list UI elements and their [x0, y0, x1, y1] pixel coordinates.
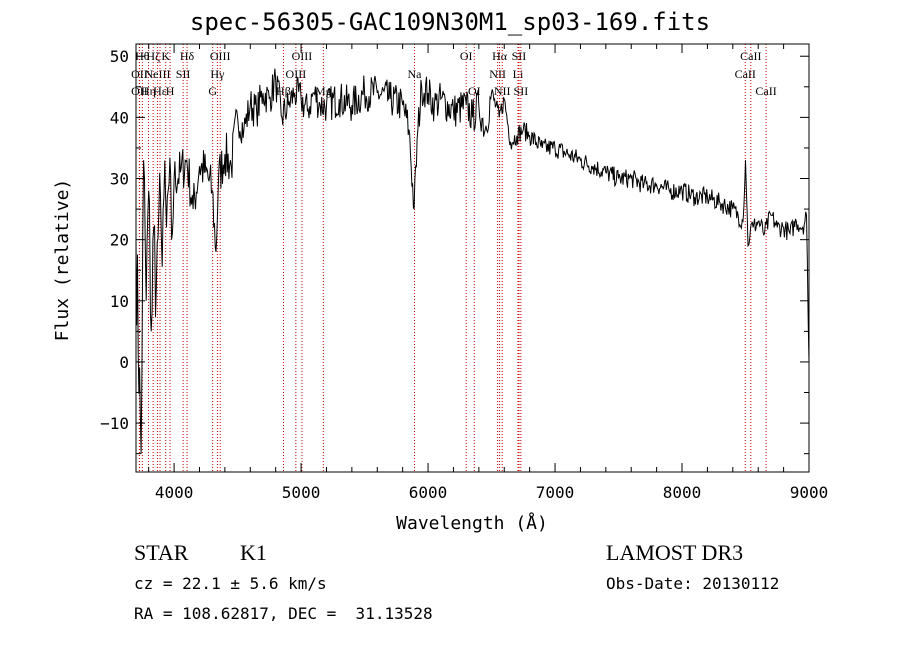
spectrum-series	[135, 68, 810, 454]
coordinates-info: RA = 108.62817, DEC = 31.13528	[134, 604, 433, 623]
line-label: OI	[460, 49, 473, 63]
x-axis-label: Wavelength (Å)	[396, 512, 548, 534]
y-tick-label: 10	[110, 292, 129, 311]
spectrum-line	[135, 68, 810, 454]
line-label: Hγ	[210, 67, 225, 81]
line-label: G	[208, 84, 217, 98]
line-label: SII	[176, 67, 191, 81]
line-label: OII	[131, 84, 148, 98]
x-tick-label: 6000	[409, 483, 448, 502]
line-label: OIII	[210, 49, 231, 63]
line-label: NII	[494, 84, 511, 98]
y-tick-label: 50	[110, 47, 129, 66]
line-label: Hα	[492, 49, 508, 63]
line-label: OIII	[286, 67, 307, 81]
line-label: Hβ	[276, 84, 291, 98]
observation-date: Obs-Date: 20130112	[606, 574, 780, 593]
x-axis: 4000 5000 6000 7000 8000 9000	[148, 44, 829, 502]
line-label: OIII	[292, 49, 313, 63]
y-tick-label: 20	[110, 231, 129, 250]
y-axis-label: Flux (relative)	[52, 179, 73, 342]
line-markers: HθOIIOIIHηHζNeIIIHεKHSIIHδGHγOIIIHβOIIIO…	[131, 44, 777, 472]
line-label: Na	[407, 67, 422, 81]
x-tick-label: 5000	[282, 483, 321, 502]
line-label: SII	[512, 49, 527, 63]
line-label: Hη	[141, 84, 156, 98]
line-label: SII	[514, 84, 529, 98]
object-class: STAR	[134, 540, 189, 565]
line-label: Hε	[153, 84, 167, 98]
x-tick-label: 7000	[536, 483, 575, 502]
line-label: NeIII	[144, 67, 170, 81]
line-label: Li	[513, 67, 524, 81]
x-tick-label: 9000	[790, 483, 829, 502]
redshift-info: cz = 22.1 ± 5.6 km/s	[134, 574, 327, 593]
line-label: Hζ	[146, 49, 160, 63]
x-tick-label: 4000	[155, 483, 194, 502]
line-label: H	[166, 84, 175, 98]
line-label: CaII	[740, 49, 761, 63]
line-label: NII	[489, 67, 506, 81]
y-tick-label: 40	[110, 108, 129, 127]
survey-name: LAMOST DR3	[606, 540, 744, 565]
object-subclass: K1	[240, 540, 267, 565]
line-label: CaII	[755, 84, 776, 98]
line-label: Hδ	[180, 49, 195, 63]
y-tick-label: 30	[110, 170, 129, 189]
line-label: CaII	[735, 67, 756, 81]
line-label: K	[161, 49, 170, 63]
y-axis: −10 0 10 20 30 40 50	[100, 47, 809, 455]
y-tick-label: −10	[100, 414, 129, 433]
plot-frame	[135, 43, 810, 473]
y-tick-label: 0	[119, 353, 129, 372]
x-tick-label: 8000	[663, 483, 702, 502]
chart-title: spec-56305-GAC109N30M1_sp03-169.fits	[189, 8, 711, 36]
